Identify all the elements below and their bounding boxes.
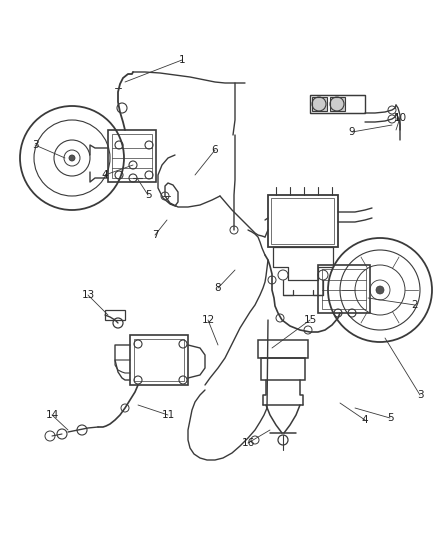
Circle shape [69,155,75,161]
Text: 8: 8 [215,283,221,293]
Bar [105,310,125,320]
Text: 1: 1 [179,55,185,65]
Text: 15: 15 [304,315,317,325]
Text: 4: 4 [362,415,368,425]
Text: 9: 9 [349,127,355,137]
Bar [271,198,334,244]
Text: 5: 5 [387,413,393,423]
Text: 3: 3 [417,390,423,400]
Text: 2: 2 [412,300,418,310]
Bar [322,269,366,309]
Text: 5: 5 [145,190,151,200]
Text: 16: 16 [241,438,254,448]
Text: 6: 6 [212,145,218,155]
Bar [318,265,370,313]
Text: 12: 12 [201,315,215,325]
Bar [258,340,308,358]
Text: 11: 11 [161,410,175,420]
Bar [108,130,156,182]
Text: 10: 10 [393,113,406,123]
Circle shape [376,286,384,294]
Bar [112,134,152,178]
Text: 7: 7 [152,230,158,240]
Bar [330,97,345,111]
Bar [134,339,184,381]
Bar [310,95,365,113]
Bar [268,195,338,247]
Bar [130,335,188,385]
Bar [312,97,327,111]
Text: 13: 13 [81,290,95,300]
Text: 3: 3 [32,140,38,150]
Text: 4: 4 [102,170,108,180]
Text: 14: 14 [46,410,59,420]
Bar [261,358,305,380]
